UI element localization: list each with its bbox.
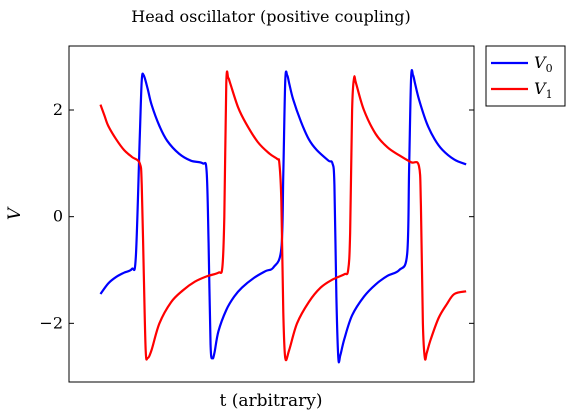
series-layer [100, 70, 466, 362]
chart-title: Head oscillator (positive coupling) [131, 7, 411, 26]
x-axis-label: t (arbitrary) [220, 391, 323, 411]
y-tick-label: 0 [53, 207, 63, 226]
y-tick-label: 2 [53, 100, 63, 119]
legend-box [486, 46, 565, 106]
y-axis-label: V [5, 206, 25, 220]
y-tick-label: −2 [39, 313, 63, 332]
plot-area-frame [69, 46, 474, 382]
